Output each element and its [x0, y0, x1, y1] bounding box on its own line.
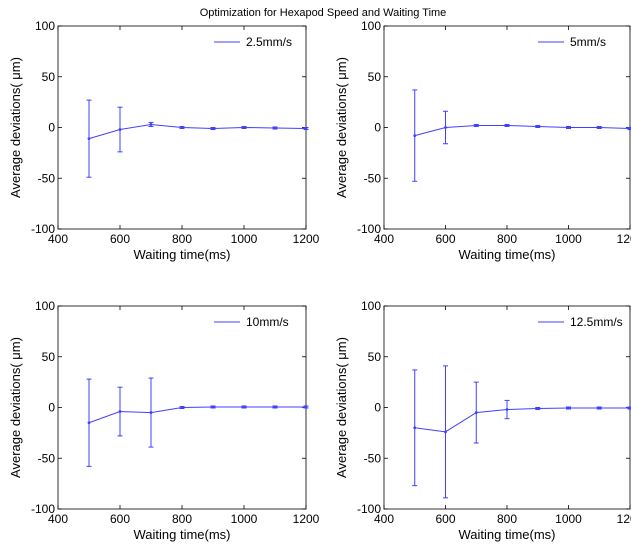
- subplot-2: 400 600 800 1000 1200 -100 -50 0 50 100 Waiting ti…: [334, 19, 631, 262]
- y-tick-label: -100: [357, 502, 381, 516]
- y-tick-label: -100: [357, 222, 381, 236]
- x-tick-label: 400: [48, 232, 68, 246]
- y-tick-label: 50: [42, 350, 56, 364]
- x-tick-label: 800: [497, 232, 517, 246]
- data-point: [597, 126, 601, 129]
- y-tick-label: 50: [42, 70, 56, 84]
- data-point: [118, 410, 122, 413]
- subplot-3: 400 600 800 1000 1200 -100 -50 0 50 100 Waiting ti…: [8, 299, 320, 542]
- y-tick-label: -50: [364, 171, 382, 185]
- y-tick-label: -100: [31, 222, 55, 236]
- data-point: [304, 127, 308, 130]
- legend-label: 5mm/s: [570, 35, 606, 49]
- x-tick-label: 1200: [617, 512, 631, 526]
- data-point: [567, 126, 570, 129]
- data-point: [180, 406, 184, 409]
- x-tick-label: 800: [172, 512, 192, 526]
- data-point: [474, 124, 478, 127]
- y-tick-label: 100: [361, 19, 381, 33]
- data-point: [567, 406, 570, 410]
- data-point: [444, 430, 447, 434]
- x-axis-label: Waiting time(ms): [458, 247, 555, 262]
- y-tick-label: 50: [368, 350, 382, 364]
- data-point: [536, 125, 540, 128]
- y-tick-label: -50: [38, 451, 56, 465]
- y-tick-label: 0: [374, 401, 381, 415]
- data-point: [87, 137, 91, 141]
- data-point: [413, 134, 417, 138]
- data-point: [474, 411, 478, 414]
- legend-label: 10mm/s: [246, 315, 289, 329]
- data-point: [273, 405, 277, 409]
- x-axis-label: Waiting time(ms): [133, 527, 230, 542]
- data-point: [413, 426, 417, 430]
- data-point: [444, 126, 447, 129]
- x-tick-label: 1200: [617, 232, 631, 246]
- x-tick-label: 1000: [555, 232, 582, 246]
- y-axis-label: Average deviations( μm): [334, 337, 349, 478]
- x-tick-label: 600: [435, 512, 455, 526]
- data-point: [628, 127, 631, 130]
- y-tick-label: 100: [361, 299, 381, 313]
- series-1: 2.5mm/s: [86, 35, 309, 178]
- data-point: [149, 123, 153, 126]
- x-tick-label: 600: [110, 232, 130, 246]
- data-point: [87, 421, 91, 425]
- data-point: [211, 127, 215, 130]
- data-point: [304, 405, 308, 409]
- series-line: [414, 124, 631, 137]
- x-tick-label: 800: [172, 232, 192, 246]
- x-axis-label: Waiting time(ms): [133, 247, 230, 262]
- figure-title: Optimization for Hexapod Speed and Waiti…: [200, 7, 447, 19]
- legend-label: 2.5mm/s: [246, 35, 292, 49]
- y-tick-label: 0: [48, 121, 55, 135]
- x-tick-label: 1000: [231, 232, 258, 246]
- data-point: [273, 126, 277, 130]
- x-tick-label: 400: [48, 512, 68, 526]
- series-1: 10mm/s: [86, 315, 309, 467]
- data-point: [628, 406, 631, 410]
- x-tick-label: 1200: [293, 512, 320, 526]
- x-axis-label: Waiting time(ms): [458, 527, 555, 542]
- y-tick-label: -50: [38, 171, 56, 185]
- y-tick-label: 100: [35, 299, 55, 313]
- data-point: [505, 124, 509, 127]
- subplot-1: 400 600 800 1000 1200 -100 -50 0 50 100 Waiting ti…: [8, 19, 320, 262]
- subplot-4: 400 600 800 1000 1200 -100 -50 0 50 100 Waiting ti…: [334, 299, 631, 542]
- y-tick-label: 0: [374, 121, 381, 135]
- data-point: [536, 407, 540, 410]
- series-line: [88, 406, 306, 424]
- data-point: [180, 126, 184, 129]
- data-point: [597, 406, 601, 410]
- series-1: 12.5mm/s: [412, 315, 631, 499]
- y-axis-label: Average deviations( μm): [8, 337, 23, 478]
- series-line: [88, 123, 307, 140]
- y-tick-label: 50: [368, 70, 382, 84]
- data-point: [505, 408, 509, 411]
- data-point: [242, 126, 246, 129]
- series-line: [414, 407, 630, 433]
- x-tick-label: 1000: [555, 512, 582, 526]
- legend-label: 12.5mm/s: [570, 315, 623, 329]
- x-tick-label: 400: [374, 232, 394, 246]
- y-axis-label: Average deviations( μm): [334, 57, 349, 198]
- series-1: 5mm/s: [412, 35, 631, 182]
- y-tick-label: -100: [31, 502, 55, 516]
- data-point: [211, 405, 215, 409]
- data-point: [149, 411, 153, 414]
- y-tick-label: -50: [364, 451, 382, 465]
- x-tick-label: 600: [110, 512, 130, 526]
- data-point: [118, 128, 122, 131]
- x-tick-label: 1000: [231, 512, 258, 526]
- x-tick-label: 800: [497, 512, 517, 526]
- x-tick-label: 400: [374, 512, 394, 526]
- data-point: [242, 405, 246, 409]
- x-tick-label: 600: [435, 232, 455, 246]
- y-tick-label: 0: [48, 401, 55, 415]
- y-axis-label: Average deviations( μm): [8, 57, 23, 198]
- y-tick-label: 100: [35, 19, 55, 33]
- x-tick-label: 1200: [293, 232, 320, 246]
